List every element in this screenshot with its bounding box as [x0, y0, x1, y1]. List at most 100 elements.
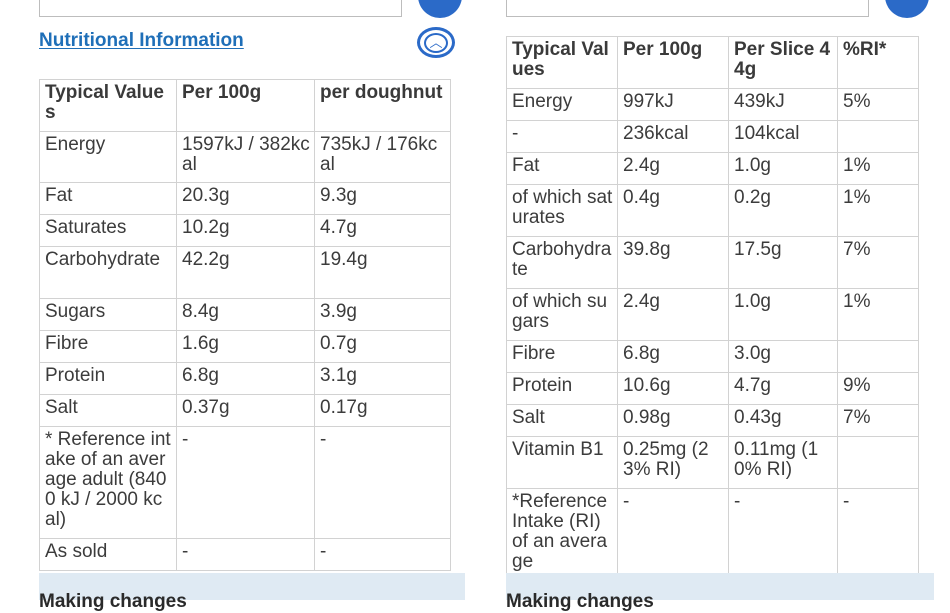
cell: 439kJ: [728, 88, 838, 121]
cell: Fat: [39, 182, 177, 215]
cell: 0.7g: [314, 330, 451, 363]
cell: [837, 436, 919, 489]
header-cell: %RI*: [837, 36, 919, 89]
cell: 10.6g: [617, 372, 729, 405]
cell: 3.1g: [314, 362, 451, 395]
cell: 104kcal: [728, 120, 838, 153]
cell: 6.8g: [176, 362, 315, 395]
cell: Fat: [506, 152, 618, 185]
cell: 7%: [837, 236, 919, 289]
cell: 9%: [837, 372, 919, 405]
cell: -: [176, 426, 315, 539]
table-header-row: Typical Values Per 100g per doughnut: [39, 79, 451, 132]
cell: Protein: [506, 372, 618, 405]
cell: of which saturates: [506, 184, 618, 237]
cell: 1%: [837, 184, 919, 237]
table-header-row: Typical Values Per 100g Per Slice 44g %R…: [506, 36, 919, 89]
cell: [837, 120, 919, 153]
header-cell: Typical Values: [506, 36, 618, 89]
cell: 0.4g: [617, 184, 729, 237]
cell: -: [176, 538, 315, 571]
cell: 236kcal: [617, 120, 729, 153]
cell: 0.98g: [617, 404, 729, 437]
cell: -: [506, 120, 618, 153]
cell: 7%: [837, 404, 919, 437]
cell: 735kJ / 176kcal: [314, 131, 451, 183]
cell: [837, 340, 919, 373]
right-bottom-section: Making changes: [506, 573, 934, 612]
table-row: Carbohydrate 39.8g 17.5g 7%: [506, 236, 919, 289]
cell: 1%: [837, 152, 919, 185]
nutritional-information-link[interactable]: Nutritional Information: [39, 30, 244, 51]
header-cell: Typical Values: [39, 79, 177, 132]
cell: 0.17g: [314, 394, 451, 427]
cell: 39.8g: [617, 236, 729, 289]
cell: 1597kJ / 382kcal: [176, 131, 315, 183]
cell: 19.4g: [314, 246, 451, 299]
table-row: Protein 6.8g 3.1g: [39, 362, 451, 395]
cell: 20.3g: [176, 182, 315, 215]
right-top-round-button[interactable]: [885, 0, 929, 18]
cell: 8.4g: [176, 298, 315, 331]
right-frame-top: [506, 0, 869, 17]
cell: Salt: [39, 394, 177, 427]
cell: -: [314, 426, 451, 539]
table-row: Fat 2.4g 1.0g 1%: [506, 152, 919, 185]
cell: 0.11mg (10% RI): [728, 436, 838, 489]
cell: 1%: [837, 288, 919, 341]
cell: 3.9g: [314, 298, 451, 331]
left-frame-top: [39, 0, 402, 17]
table-row: * Reference intake of an average adult (…: [39, 426, 451, 539]
cell: 5%: [837, 88, 919, 121]
cell: * Reference intake of an average adult (…: [39, 426, 177, 539]
table-row: Vitamin B1 0.25mg (23% RI) 0.11mg (10% R…: [506, 436, 919, 489]
table-row: of which sugars 2.4g 1.0g 1%: [506, 288, 919, 341]
cell: Protein: [39, 362, 177, 395]
cell: -: [617, 488, 729, 579]
cell: Saturates: [39, 214, 177, 247]
making-changes-heading: Making changes: [506, 591, 654, 612]
left-nutrition-table: Typical Values Per 100g per doughnut Ene…: [39, 79, 451, 571]
table-row: Saturates 10.2g 4.7g: [39, 214, 451, 247]
collapse-button[interactable]: ︿: [417, 27, 455, 58]
cell: *Reference Intake (RI) of an average: [506, 488, 618, 579]
cell: -: [837, 488, 919, 579]
header-cell: Per 100g: [176, 79, 315, 132]
header-cell: per doughnut: [314, 79, 451, 132]
table-row: - 236kcal 104kcal: [506, 120, 919, 153]
cell: 0.43g: [728, 404, 838, 437]
cell: 3.0g: [728, 340, 838, 373]
cell: 6.8g: [617, 340, 729, 373]
cell: 1.6g: [176, 330, 315, 363]
cell: 17.5g: [728, 236, 838, 289]
cell: 4.7g: [728, 372, 838, 405]
left-top-round-button[interactable]: [418, 0, 462, 18]
cell: 0.2g: [728, 184, 838, 237]
right-nutrition-table: Typical Values Per 100g Per Slice 44g %R…: [506, 36, 919, 579]
cell: 9.3g: [314, 182, 451, 215]
cell: Sugars: [39, 298, 177, 331]
table-row: *Reference Intake (RI) of an average - -…: [506, 488, 919, 579]
cell: 2.4g: [617, 288, 729, 341]
left-bottom-section: Making changes: [39, 573, 465, 612]
cell: -: [728, 488, 838, 579]
cell: As sold: [39, 538, 177, 571]
cell: Carbohydrate: [506, 236, 618, 289]
table-row: Salt 0.37g 0.17g: [39, 394, 451, 427]
table-row: Salt 0.98g 0.43g 7%: [506, 404, 919, 437]
cell: -: [314, 538, 451, 571]
cell: 997kJ: [617, 88, 729, 121]
cell: Energy: [506, 88, 618, 121]
table-row: Carbohydrate 42.2g 19.4g: [39, 246, 451, 299]
cell: Salt: [506, 404, 618, 437]
table-row: Fibre 6.8g 3.0g: [506, 340, 919, 373]
table-row: Protein 10.6g 4.7g 9%: [506, 372, 919, 405]
cell: 10.2g: [176, 214, 315, 247]
cell: Vitamin B1: [506, 436, 618, 489]
table-row: As sold - -: [39, 538, 451, 571]
cell: Energy: [39, 131, 177, 183]
cell: Carbohydrate: [39, 246, 177, 299]
cell: 1.0g: [728, 288, 838, 341]
header-cell: Per 100g: [617, 36, 729, 89]
cell: 2.4g: [617, 152, 729, 185]
